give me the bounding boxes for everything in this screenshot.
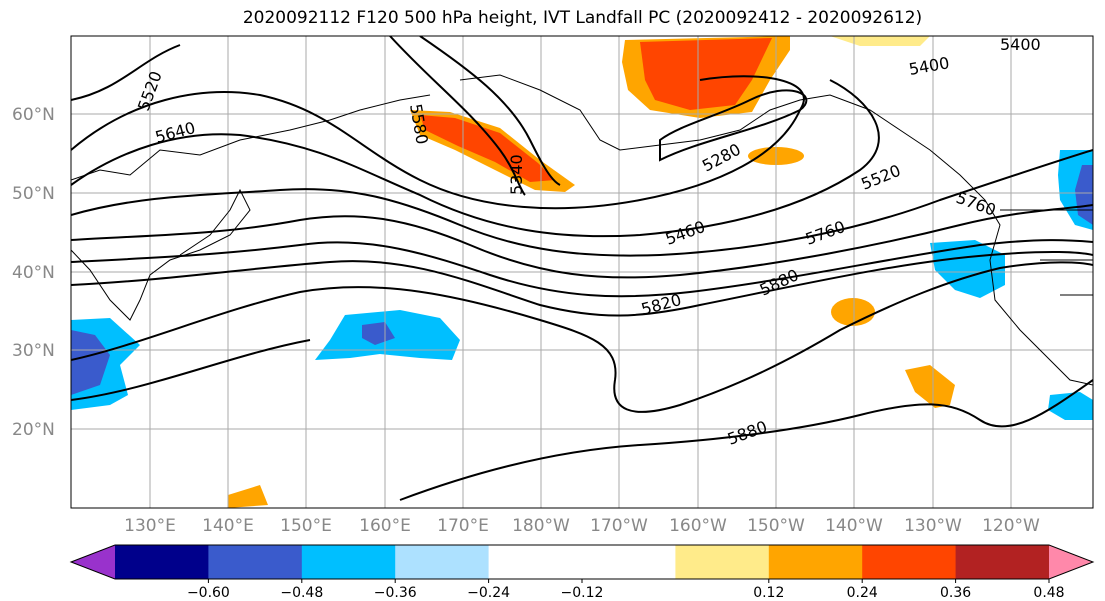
lon-label: 160°W: [669, 516, 727, 536]
colorbar: −0.60 −0.48 −0.36 −0.24 −0.12 0.12 0.24 0.36 0.4…: [69, 544, 1095, 601]
colorbar-tick-label: −0.12: [561, 585, 604, 601]
map-frame: [70, 35, 1094, 509]
colorbar-segment: [301, 545, 396, 579]
contour-label: 5640: [153, 118, 197, 147]
contour-label: 5820: [639, 290, 683, 319]
contour-label: 5580: [406, 102, 432, 145]
lat-label: 20°N: [12, 420, 55, 440]
contour-label: 5880: [757, 265, 802, 299]
colorbar-segment: [582, 545, 676, 579]
colorbar-tick-label: −0.60: [187, 585, 230, 601]
lon-label: 160°E: [359, 516, 411, 536]
contour-label: 5520: [134, 69, 166, 114]
shade-se-blue: [1048, 392, 1093, 420]
lon-label: 140°E: [202, 516, 254, 536]
grid-lines: [71, 36, 1093, 508]
colorbar-segment: [488, 545, 583, 579]
colorbar-tick-label: −0.24: [467, 585, 510, 601]
contour-label: 5340: [507, 154, 526, 195]
coastlines: [71, 36, 1093, 386]
shade-top-right-yellow: [830, 36, 930, 46]
colorbar-extend-low: [71, 545, 115, 579]
lat-label: 40°N: [12, 263, 55, 283]
lon-label: 120°W: [982, 516, 1040, 536]
colorbar-tick-label: 0.36: [940, 585, 971, 601]
shade-cp-blue-dark: [362, 322, 395, 345]
colorbar-tick-label: 0.12: [753, 585, 784, 601]
colorbar-tick-label: −0.48: [280, 585, 323, 601]
colorbar-segment: [115, 545, 209, 579]
lat-label: 50°N: [12, 184, 55, 204]
latitude-labels: 60°N 50°N 40°N 30°N 20°N: [12, 105, 55, 440]
colorbar-tick-label: 0.48: [1033, 585, 1064, 601]
shade-pac-orange-2: [905, 365, 955, 408]
lon-label: 130°W: [904, 516, 962, 536]
lat-label: 30°N: [12, 341, 55, 361]
contour-label: 5400: [1000, 35, 1041, 54]
lon-label: 170°W: [590, 516, 648, 536]
longitude-labels: 130°E 140°E 150°E 160°E 170°E 180°W 170°…: [124, 516, 1040, 536]
lon-label: 130°E: [124, 516, 176, 536]
lon-label: 150°W: [747, 516, 805, 536]
contour-label: 5760: [803, 217, 848, 249]
shade-japan-blue-dark: [71, 330, 110, 395]
colorbar-segment: [395, 545, 490, 579]
lon-label: 150°E: [280, 516, 332, 536]
colorbar-segment: [208, 545, 303, 579]
contour-label: 5880: [725, 417, 770, 449]
map-title: 2020092112 F120 500 hPa height, IVT Land…: [242, 8, 923, 28]
shade-alaska-red: [640, 38, 772, 110]
lon-label: 140°W: [825, 516, 883, 536]
contour-label: 5400: [907, 53, 950, 79]
lon-label: 170°E: [437, 516, 489, 536]
shade-bering-red: [420, 115, 555, 182]
colorbar-segment: [768, 545, 863, 579]
colorbar-tick-label: −0.36: [374, 585, 417, 601]
shade-pac-orange-3: [228, 485, 268, 508]
colorbar-segment: [862, 545, 957, 579]
height-contours: [71, 36, 1093, 501]
colorbar-outline: [69, 544, 1095, 580]
colorbar-extend-high: [1049, 545, 1093, 579]
shade-pac-orange-1: [831, 298, 875, 326]
colorbar-tick-label: 0.24: [847, 585, 878, 601]
contour-label: 5460: [663, 217, 708, 249]
colorbar-segment: [955, 545, 1050, 579]
lat-label: 60°N: [12, 105, 55, 125]
colorbar-segment: [675, 545, 770, 579]
lon-label: 180°W: [512, 516, 570, 536]
ivt-shading: [71, 36, 1093, 508]
